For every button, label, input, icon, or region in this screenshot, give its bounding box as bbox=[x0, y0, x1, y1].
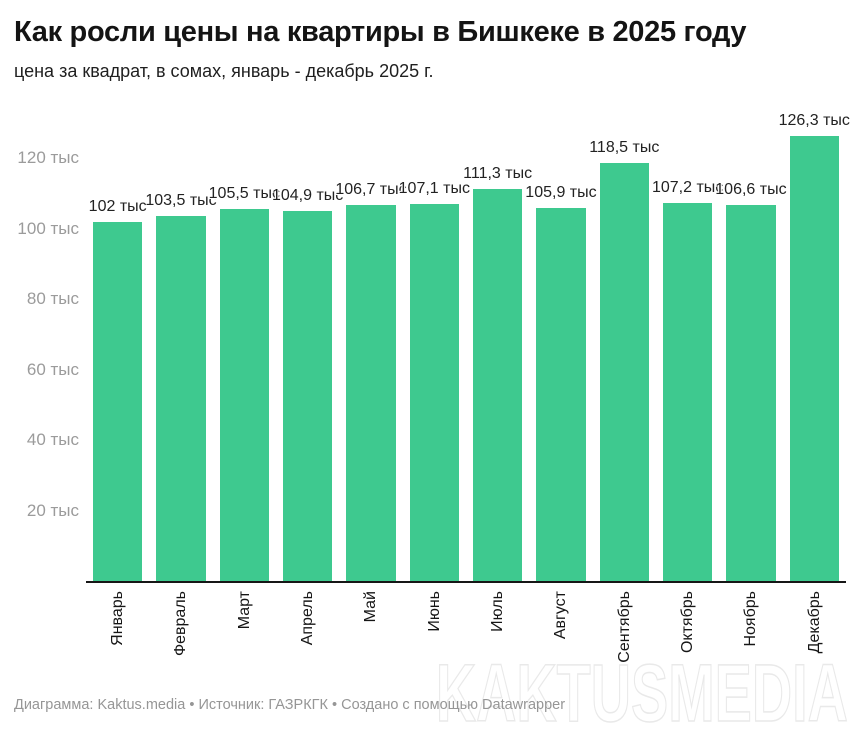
bar-slot: 104,9 тыс bbox=[272, 130, 343, 581]
x-axis-month-label: Март bbox=[235, 591, 253, 630]
bar-slot: 106,7 тыс bbox=[335, 130, 407, 581]
x-axis-slot: Октябрь bbox=[663, 591, 712, 713]
x-axis-month-label: Август bbox=[552, 591, 570, 640]
x-axis-month-label: Июль bbox=[489, 591, 507, 632]
chart-footer: Диаграмма: Kaktus.media • Источник: ГАЗР… bbox=[14, 697, 565, 713]
bar bbox=[346, 205, 396, 581]
bar-slot: 105,9 тыс bbox=[525, 130, 597, 581]
x-axis-month-label: Ноябрь bbox=[742, 591, 760, 647]
bar-slot: 103,5 тыс bbox=[145, 130, 217, 581]
bar-value-label: 104,9 тыс bbox=[271, 187, 344, 205]
bar bbox=[156, 216, 206, 581]
bar bbox=[789, 136, 839, 581]
bar-value-label: 106,6 тыс bbox=[715, 181, 787, 199]
y-axis-tick-label: 120 тыс bbox=[17, 148, 79, 168]
x-axis-slot: Ноябрь bbox=[726, 591, 775, 713]
bar-value-label: 126,3 тыс bbox=[778, 112, 850, 129]
bar-slot: 107,2 тыс bbox=[652, 130, 723, 581]
bar-value-label: 111,3 тыс bbox=[463, 164, 533, 182]
x-axis-slot: Май bbox=[346, 591, 395, 713]
bar-slot: 107,1 тыс bbox=[399, 130, 470, 581]
page-title: Как росли цены на квартиры в Бишкеке в 2… bbox=[14, 16, 747, 48]
bar-slot: 106,6 тыс bbox=[715, 130, 787, 581]
bar bbox=[536, 207, 586, 581]
chart-header: Как росли цены на квартиры в Бишкеке в 2… bbox=[14, 16, 836, 83]
bar-slot: 105,5 тыс bbox=[209, 130, 280, 581]
x-axis-slot: Апрель bbox=[283, 591, 332, 713]
bar bbox=[599, 163, 649, 581]
x-axis-slot: Февраль bbox=[156, 591, 205, 713]
bar bbox=[409, 203, 459, 581]
chart-credit: Диаграмма: Kaktus.media • Источник: ГАЗР… bbox=[14, 697, 566, 713]
bar-slot: 118,5 тыс bbox=[589, 130, 659, 581]
bar bbox=[472, 188, 523, 581]
x-axis-month-label: Январь bbox=[109, 591, 127, 646]
x-axis-month-label: Февраль bbox=[172, 591, 190, 657]
x-axis: Январь Февраль Март Апрель Май Июнь Июль Август… bbox=[86, 591, 846, 713]
bars-container: 102 тыс 103,5 тыс 105,5 тыс 104,9 тыс 106,7 … bbox=[86, 112, 850, 581]
y-axis-tick-label: 100 тыс bbox=[17, 218, 79, 238]
x-axis-slot: Июнь bbox=[410, 591, 459, 713]
x-axis-slot: Июль bbox=[473, 591, 522, 713]
bar-value-label: 105,5 тыс bbox=[208, 185, 280, 203]
bar-value-label: 107,1 тыс bbox=[398, 179, 470, 197]
x-axis-slot: Август bbox=[536, 591, 585, 713]
bar-chart-plot-area: 102 тыс 103,5 тыс 105,5 тыс 104,9 тыс 106,7 … bbox=[86, 112, 850, 583]
watermark: KAKTUSMEDIA bbox=[435, 648, 848, 739]
x-axis-month-label: Сентябрь bbox=[615, 591, 633, 663]
bar-value-label: 103,5 тыс bbox=[145, 192, 217, 210]
bar bbox=[219, 209, 269, 581]
bar-value-label: 107,2 тыс bbox=[651, 179, 724, 197]
bar-value-label: 102 тыс bbox=[88, 197, 147, 215]
x-axis-slot: Январь bbox=[93, 591, 142, 713]
x-axis-month-label: Июнь bbox=[425, 591, 443, 632]
bar-value-label: 105,9 тыс bbox=[525, 183, 597, 201]
bar-slot: 111,3 тыс bbox=[463, 130, 532, 581]
y-axis-tick-label: 40 тыс bbox=[26, 430, 79, 450]
x-axis-month-label: Апрель bbox=[299, 591, 317, 646]
bar bbox=[282, 211, 333, 581]
x-axis-slot: Декабрь bbox=[790, 591, 839, 713]
x-axis-slot: Март bbox=[220, 591, 269, 713]
bar-slot: 102 тыс bbox=[89, 130, 147, 581]
y-axis-tick-label: 20 тыс bbox=[26, 500, 79, 520]
y-axis-tick-label: 80 тыс bbox=[26, 289, 79, 309]
x-axis-month-label: Декабрь bbox=[805, 591, 823, 654]
x-axis-slot: Сентябрь bbox=[600, 591, 649, 713]
bar bbox=[93, 221, 143, 581]
bar-slot: 126,3 тыс bbox=[779, 112, 850, 581]
chart-subtitle: цена за квадрат, в сомах, январь - декаб… bbox=[14, 61, 434, 82]
y-axis-tick-label: 60 тыс bbox=[26, 359, 79, 379]
y-axis: 20 тыс 40 тыс 60 тыс 80 тыс 100 тыс 120 тыс bbox=[0, 130, 79, 581]
bar bbox=[662, 203, 713, 581]
x-axis-month-label: Май bbox=[362, 591, 380, 623]
x-axis-month-label: Октябрь bbox=[679, 591, 697, 654]
bar bbox=[726, 205, 776, 581]
bar-value-label: 118,5 тыс bbox=[589, 139, 660, 157]
bar-value-label: 106,7 тыс bbox=[335, 181, 407, 199]
